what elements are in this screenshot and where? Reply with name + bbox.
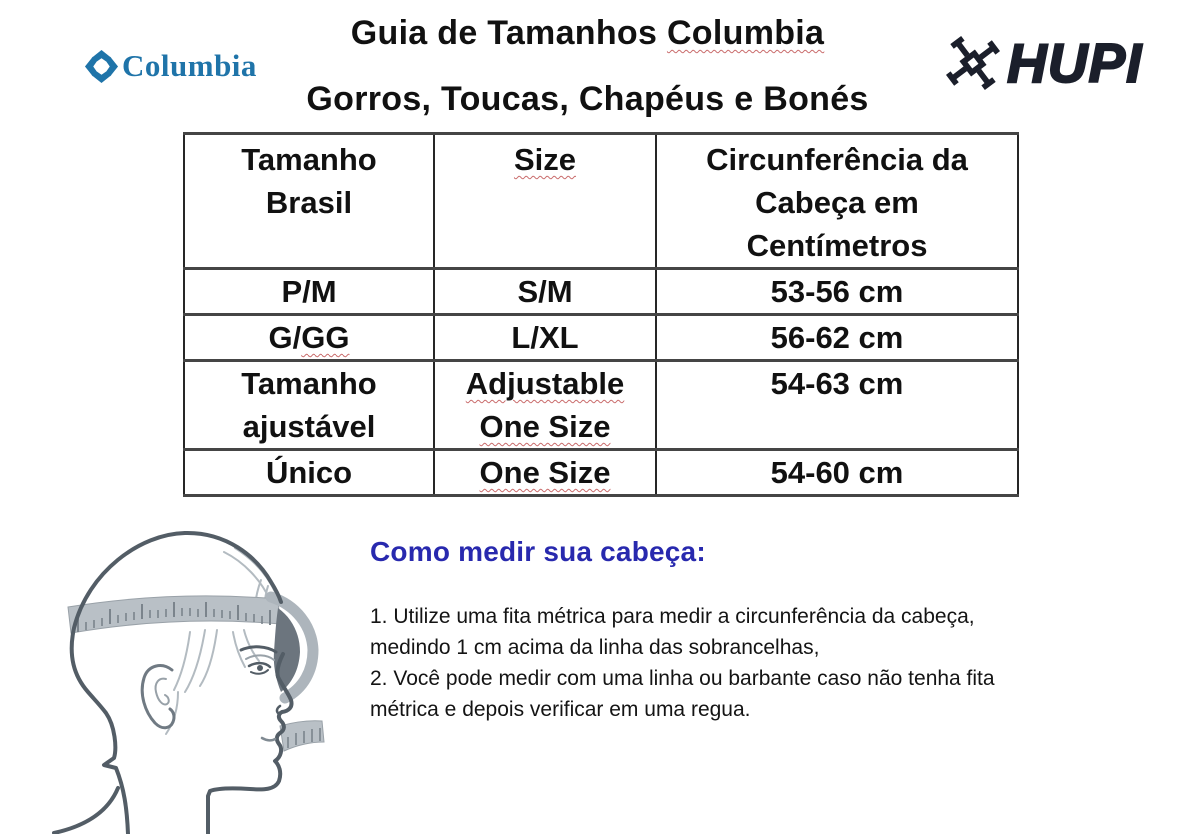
header-size: Size [433,132,657,270]
table-row: Único One Size 54-60 cm [183,448,1019,497]
face-details-icon [239,645,282,742]
table-header-row: Tamanho Brasil Size Circunferência da Ca… [183,132,1019,270]
cell-brasil: Tamanho ajustável [183,359,435,451]
hupi-wordmark: HUPI [1006,31,1143,95]
head-outline-icon [52,530,294,834]
ear-icon [140,664,176,730]
head-measuring-illustration [52,530,325,834]
measuring-tape-icon [67,595,281,634]
cell-brasil: Único [183,448,435,497]
cell-size: One Size [433,448,657,497]
cell-flagged-text: Adjustable [465,366,625,401]
instruction-line: 2. Você pode medir com uma linha ou barb… [370,667,995,690]
tape-end-icon [279,720,325,752]
page-title-line1: Guia de Tamanhos Columbia [0,14,1175,53]
columbia-wordmark: Columbia [122,48,257,83]
tape-shadow-icon [273,608,300,692]
cell-size: S/M [433,267,657,316]
title-text: Guia de Tamanhos [350,14,658,52]
cell-cm: 54-63 cm [655,359,1019,451]
tape-hook-icon [265,591,319,704]
cell-brasil: P/M [183,267,435,316]
cell-brasil: G/GG [183,313,435,362]
instruction-line: 1. Utilize uma fita métrica para medir a… [370,605,975,628]
table-row: P/M S/M 53-56 cm [183,267,1019,316]
header-line: Tamanho [241,142,377,177]
title-flagged-word: Columbia [666,14,825,52]
columbia-logo: Columbia [84,46,257,86]
header-circumference: Circunferência da Cabeça em Centímetros [655,132,1019,270]
cell-cm: 54-60 cm [655,448,1019,497]
cell-text: Tamanho [241,366,377,401]
header-line: Centímetros [746,228,928,263]
header-tamanho-brasil: Tamanho Brasil [183,132,435,270]
hupi-logo: HUPI [945,30,1143,96]
table-row: Tamanho ajustável Adjustable One Size 54… [183,359,1019,451]
header-line: Circunferência da [706,142,968,177]
hupi-knot-icon [945,35,1001,91]
cell-flagged-text: GG [301,320,350,355]
instruction-line: métrica e depois verificar em uma regua. [370,698,751,721]
header-line: Size [513,142,577,177]
cell-flagged-text: One Size [479,409,611,444]
hair-strands-icon [165,547,277,735]
cell-cm: 56-62 cm [655,313,1019,362]
page-title-line2: Gorros, Toucas, Chapéus e Bonés [306,80,869,118]
instruction-line: medindo 1 cm acima da linha das sobrance… [370,636,820,659]
measure-instructions: 1. Utilize uma fita métrica para medir a… [370,601,1115,725]
cell-text: G/ [268,320,302,355]
size-table: Tamanho Brasil Size Circunferência da Ca… [183,132,1019,497]
cell-size: Adjustable One Size [433,359,657,451]
table-row: G/GG L/XL 56-62 cm [183,313,1019,362]
cell-text: ajustável [242,409,376,444]
header-line: Cabeça em [755,185,919,220]
cell-size: L/XL [433,313,657,362]
cell-flagged-text: One Size [479,455,611,490]
header-line: Brasil [265,185,353,220]
columbia-diamond-icon [84,49,119,83]
cell-cm: 53-56 cm [655,267,1019,316]
measure-heading: Como medir sua cabeça: [370,536,706,567]
